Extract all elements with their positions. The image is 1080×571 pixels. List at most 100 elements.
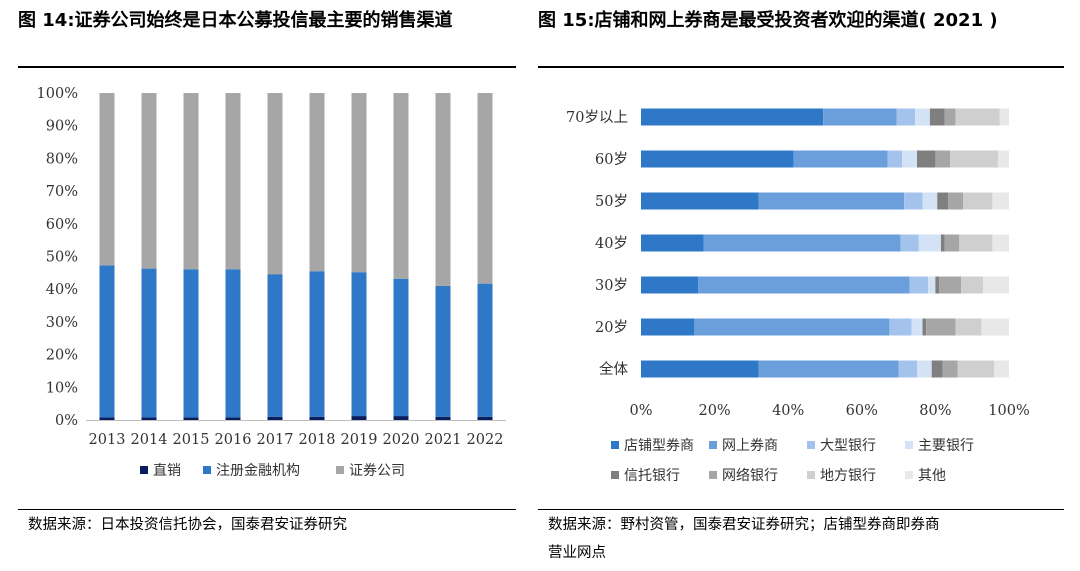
bar-2016-注册金融机构	[225, 269, 241, 418]
bar-70岁以上-网上券商	[823, 108, 897, 126]
x-tick-label-2017: 2017	[257, 432, 294, 448]
bar-20岁-网络银行	[926, 318, 956, 336]
bar-20岁-主要银行	[911, 318, 923, 336]
bar-60岁-其他	[997, 150, 1009, 168]
bar-70岁以上-网络银行	[944, 108, 956, 126]
bar-全体-网上券商	[758, 360, 899, 378]
bar-2017-直销	[267, 416, 283, 420]
left-panel: 图 14:证券公司始终是日本公募投信最主要的销售渠道 0% 10% 20% 30% 40…	[18, 0, 516, 533]
bar-2018-直销	[309, 416, 325, 420]
x-tick-label-2016: 2016	[215, 432, 252, 448]
legend-swatch-注册金融机构	[203, 466, 211, 474]
y-tick-label-7: 70%	[46, 184, 78, 200]
y-tick-label-4: 40%	[46, 282, 78, 298]
x-tick-label-2022: 2022	[467, 432, 504, 448]
bar-全体-网络银行	[942, 360, 958, 378]
bar-70岁以上-主要银行	[915, 108, 930, 126]
bar-70岁以上-店铺型券商	[641, 108, 824, 126]
bar-20岁-店铺型券商	[641, 318, 695, 336]
legend-label-直销: 直销	[153, 462, 181, 479]
y-tick-label-2: 20%	[46, 348, 78, 364]
bar-2017-注册金融机构	[267, 274, 283, 417]
bar-40岁-店铺型券商	[641, 234, 704, 252]
x-tick-label-2015: 2015	[173, 432, 210, 448]
bar-20岁-地方银行	[955, 318, 982, 336]
bar-2015-直销	[183, 417, 199, 420]
legend-label-网络银行: 网络银行	[722, 468, 778, 484]
y-category-label-70岁以上: 70岁以上	[566, 109, 628, 126]
bar-2021-证券公司	[435, 93, 451, 286]
x-tick-label-2020: 2020	[383, 432, 420, 448]
bar-2022-证券公司	[477, 93, 493, 284]
bar-30岁-地方银行	[961, 276, 984, 294]
bar-30岁-信托银行	[935, 276, 940, 294]
bar-70岁以上-地方银行	[955, 108, 1000, 126]
bar-30岁-主要银行	[928, 276, 936, 294]
bar-20岁-大型银行	[889, 318, 912, 336]
y-category-label-60岁: 60岁	[595, 151, 628, 168]
legend-swatch-店铺型券商	[611, 441, 619, 449]
legend-label-店铺型券商: 店铺型券商	[624, 438, 694, 454]
bar-30岁-网络银行	[939, 276, 962, 294]
bar-20岁-其他	[981, 318, 1009, 336]
legend-label-网上券商: 网上券商	[722, 438, 778, 454]
bar-50岁-网络银行	[948, 192, 963, 210]
bar-2015-注册金融机构	[183, 269, 199, 418]
bar-全体-其他	[994, 360, 1009, 378]
bar-50岁-地方银行	[963, 192, 993, 210]
bar-50岁-网上券商	[758, 192, 905, 210]
legend-swatch-主要银行	[905, 441, 913, 449]
y-tick-label-6: 60%	[46, 217, 78, 233]
bar-2022-注册金融机构	[477, 283, 493, 417]
legend-swatch-网上券商	[709, 441, 717, 449]
bar-60岁-信托银行	[917, 150, 936, 168]
x-tick-label-5: 100%	[988, 403, 1029, 419]
bar-40岁-信托银行	[940, 234, 945, 252]
bar-60岁-主要银行	[902, 150, 917, 168]
bar-2013-证券公司	[99, 93, 115, 266]
bar-30岁-其他	[983, 276, 1009, 294]
bar-60岁-地方银行	[950, 150, 998, 168]
right-title-rule	[538, 66, 1064, 68]
bar-2016-直销	[225, 417, 241, 420]
bar-60岁-店铺型券商	[641, 150, 794, 168]
bar-30岁-网上券商	[698, 276, 910, 294]
bar-40岁-大型银行	[900, 234, 919, 252]
bar-70岁以上-信托银行	[929, 108, 945, 126]
y-tick-label-10: 100%	[37, 86, 78, 102]
bar-全体-信托银行	[931, 360, 943, 378]
x-tick-label-2014: 2014	[131, 432, 168, 448]
bar-全体-大型银行	[898, 360, 917, 378]
y-category-label-40岁: 40岁	[595, 235, 628, 252]
left-source-rule	[18, 509, 516, 510]
bar-40岁-网络银行	[944, 234, 960, 252]
legend-label-信托银行: 信托银行	[624, 468, 680, 484]
bar-40岁-网上券商	[703, 234, 901, 252]
bar-20岁-信托银行	[922, 318, 927, 336]
y-category-label-全体: 全体	[599, 360, 628, 378]
y-category-label-30岁: 30岁	[595, 277, 628, 294]
right-source-rule	[538, 509, 1064, 510]
bar-2015-证券公司	[183, 93, 199, 270]
x-tick-label-0: 0%	[629, 403, 652, 419]
bar-30岁-大型银行	[909, 276, 929, 294]
legend-swatch-网络银行	[709, 471, 717, 479]
bar-60岁-大型银行	[887, 150, 903, 168]
bar-2020-证券公司	[393, 93, 409, 279]
bar-70岁以上-其他	[999, 108, 1009, 126]
bar-40岁-主要银行	[918, 234, 941, 252]
bar-70岁以上-大型银行	[896, 108, 916, 126]
bar-2014-注册金融机构	[141, 268, 157, 418]
legend-label-地方银行: 地方银行	[820, 468, 876, 484]
bar-2020-直销	[393, 416, 409, 420]
legend-label-注册金融机构: 注册金融机构	[216, 463, 300, 479]
x-tick-label-2018: 2018	[299, 432, 336, 448]
bar-2019-证券公司	[351, 93, 367, 273]
bar-2016-证券公司	[225, 93, 241, 270]
x-tick-label-2013: 2013	[89, 432, 126, 448]
bar-2017-证券公司	[267, 93, 283, 275]
legend-swatch-信托银行	[611, 471, 619, 479]
bar-50岁-大型银行	[904, 192, 923, 210]
bar-2021-直销	[435, 416, 451, 420]
